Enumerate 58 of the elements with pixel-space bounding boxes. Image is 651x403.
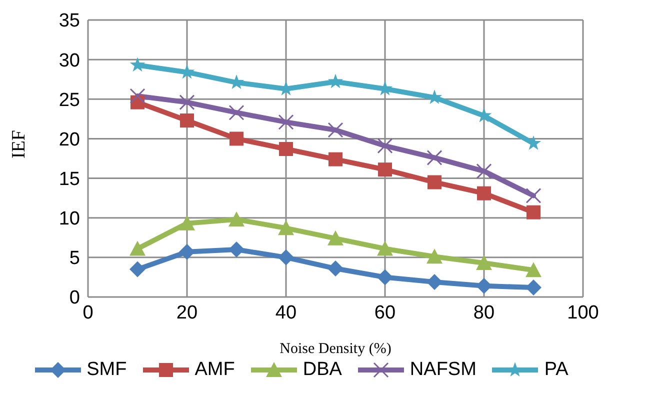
x-tick-label: 100: [567, 302, 599, 324]
point: [228, 211, 244, 226]
point: [130, 261, 146, 278]
point: [130, 57, 146, 72]
y-tick-label: 10: [58, 208, 80, 230]
point: [377, 138, 393, 154]
legend-label: PA: [544, 359, 568, 381]
point: [228, 242, 244, 258]
x-tick-label: 40: [275, 302, 297, 324]
point: [526, 280, 542, 296]
y-tick-label: 0: [69, 288, 80, 309]
point: [377, 269, 393, 286]
point: [278, 114, 294, 130]
point: [378, 162, 392, 177]
x-axis-title: Noise Density (%): [280, 341, 392, 357]
y-tick-label: 20: [58, 129, 80, 150]
point: [228, 104, 244, 120]
y-tick-label: 15: [58, 169, 80, 190]
y-tick-label: 30: [58, 50, 80, 72]
point: [180, 114, 194, 128]
point: [279, 142, 293, 156]
point: [476, 254, 492, 270]
point: [278, 220, 294, 236]
point: [526, 205, 540, 220]
point: [328, 230, 344, 246]
point: [130, 240, 146, 256]
point: [426, 274, 442, 290]
y-axis-title: IEF: [8, 130, 30, 158]
point: [278, 249, 294, 266]
y-tick-label: 5: [69, 248, 80, 270]
x-tick-label: 60: [374, 302, 396, 324]
legend-label: AMF: [194, 359, 235, 381]
x-tick-label: 80: [473, 302, 495, 324]
point: [526, 262, 542, 278]
point: [477, 186, 491, 200]
x-tick-label: 20: [176, 302, 198, 324]
point: [328, 122, 344, 138]
y-tick-label: 25: [58, 90, 80, 111]
x-tick-label: 0: [82, 302, 94, 324]
point: [328, 152, 342, 166]
point: [230, 132, 244, 146]
point: [476, 278, 492, 294]
point: [526, 188, 542, 204]
point: [328, 260, 344, 277]
legend-label: DBA: [302, 359, 342, 381]
point: [426, 248, 442, 264]
point: [426, 150, 442, 166]
point: [377, 240, 393, 256]
legend-label: SMF: [86, 359, 127, 381]
y-tick-label: 35: [58, 10, 80, 32]
point: [328, 74, 344, 88]
point: [179, 244, 195, 260]
point: [130, 88, 146, 104]
point: [476, 163, 492, 179]
legend-label: NAFSM: [410, 359, 476, 381]
point: [179, 215, 195, 230]
point: [428, 175, 442, 190]
point: [179, 94, 195, 110]
